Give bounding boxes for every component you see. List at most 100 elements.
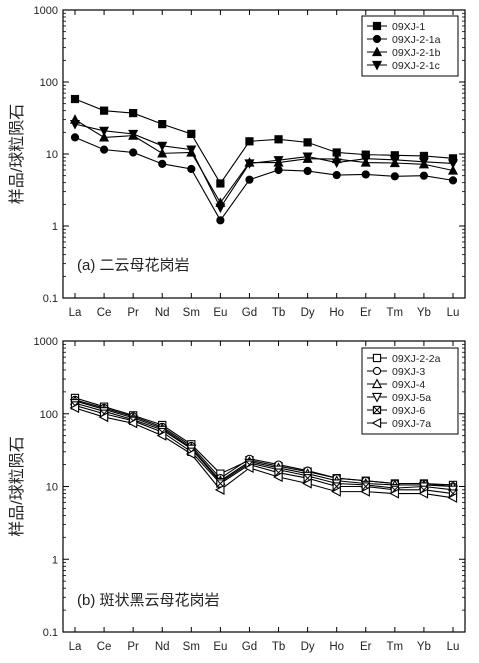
x-tick-label: Er <box>360 641 372 653</box>
y-tick-label: 10 <box>46 149 58 161</box>
x-tick-label: Er <box>360 307 372 319</box>
data-point <box>419 171 429 180</box>
data-point <box>245 137 254 146</box>
y-tick-label: 0.1 <box>43 293 58 305</box>
x-tick-label: Dy <box>301 307 315 319</box>
data-point <box>389 488 399 499</box>
x-tick-label: La <box>69 307 82 319</box>
data-point <box>447 492 458 503</box>
data-point <box>331 486 341 497</box>
legend-entry: 09XJ-5a <box>392 392 431 404</box>
legend-marker <box>371 378 383 389</box>
series-line <box>74 136 454 222</box>
y-tick-label: 1 <box>52 554 58 566</box>
legend-marker <box>371 392 383 403</box>
legend-entry: 09XJ-2-1b <box>392 47 441 59</box>
y-axis-label: 样品/球粒陨石 <box>8 436 26 536</box>
data-point <box>274 165 283 175</box>
y-tick-label: 0.1 <box>43 627 58 639</box>
data-point <box>361 170 370 179</box>
data-point <box>447 159 459 169</box>
data-point <box>272 471 283 483</box>
legend-marker <box>371 60 383 71</box>
panel-b: 0.1 1 10 100 1000 样品/球粒陨石 La Ce Pr Nd Sm Eu Gd Tb Dy Ho… <box>8 336 466 653</box>
series-09XJ-7a <box>69 402 458 503</box>
legend-marker <box>371 417 382 429</box>
x-tick-label: Sm <box>183 641 200 653</box>
x-tick-label: Eu <box>213 307 227 319</box>
data-point <box>243 462 254 474</box>
x-tick-label: Ce <box>97 641 112 653</box>
data-point <box>187 129 196 139</box>
legend-entry: 09XJ-6 <box>392 405 425 417</box>
x-tick-label: Ce <box>97 307 112 319</box>
legend-marker <box>372 366 382 376</box>
data-point <box>332 170 341 180</box>
series-09XJ-2-1c <box>69 120 459 214</box>
panel-a: 0.1 1 10 100 1000 样品/球粒陨石 La Ce Pr Nd Sm Eu Gd Tb Dy Ho… <box>8 5 466 319</box>
legend-marker <box>372 34 382 44</box>
legend-entry: 09XJ-7a <box>392 418 431 430</box>
data-point <box>156 430 167 441</box>
y-tick-label: 10 <box>46 482 58 494</box>
legend-entry: 09XJ-2-2a <box>392 353 441 365</box>
data-point <box>447 165 459 175</box>
series-line <box>74 404 454 495</box>
series-line <box>74 119 454 204</box>
data-point <box>302 152 313 163</box>
data-point <box>158 159 167 168</box>
data-point <box>303 166 312 176</box>
data-point <box>129 108 138 118</box>
series-09XJ-2-1a <box>70 133 458 225</box>
data-point <box>99 106 109 115</box>
data-point <box>448 176 458 185</box>
x-tick-label: La <box>69 641 82 653</box>
data-point <box>216 216 225 225</box>
x-tick-label: Pr <box>127 641 139 653</box>
legend: 09XJ-2-2a09XJ-309XJ-409XJ-5a09XJ-609XJ-7… <box>361 347 459 435</box>
data-point <box>245 175 254 184</box>
data-point <box>69 120 81 130</box>
data-point <box>157 141 168 152</box>
legend-entry: 09XJ-2-1c <box>392 60 440 72</box>
x-tick-label: Tb <box>272 641 285 653</box>
series-line <box>74 402 454 491</box>
legend-marker <box>372 353 382 363</box>
data-point <box>99 126 110 137</box>
data-point <box>157 147 168 158</box>
legend-marker <box>371 46 383 57</box>
data-point <box>70 94 80 104</box>
x-tick-label: Lu <box>447 641 460 653</box>
y-tick-label: 1000 <box>34 336 58 348</box>
x-tick-label: Ho <box>329 307 344 319</box>
data-point <box>215 203 226 214</box>
data-point <box>158 120 167 129</box>
x-tick-label: Pr <box>127 307 139 319</box>
y-axis-label: 样品/球粒陨石 <box>8 104 26 204</box>
x-tick-label: Tm <box>387 307 404 319</box>
series-line <box>74 123 454 209</box>
data-point <box>98 411 109 423</box>
series-09XJ-1 <box>70 94 458 188</box>
data-point <box>70 133 80 142</box>
x-tick-label: Gd <box>242 641 257 653</box>
data-point <box>302 478 312 489</box>
data-point <box>360 154 371 165</box>
data-point <box>128 129 139 140</box>
data-point <box>273 156 284 166</box>
data-point <box>418 488 429 499</box>
x-tick-label: Eu <box>213 641 227 653</box>
x-tick-label: Yb <box>417 641 431 653</box>
series-09XJ-2-1b <box>69 114 459 207</box>
legend-marker <box>372 405 382 415</box>
legend-entry: 09XJ-4 <box>392 379 425 391</box>
panel-label: (b) 斑状黑云母花岗岩 <box>77 592 220 609</box>
series-line <box>74 400 454 488</box>
y-tick-label: 100 <box>40 409 58 421</box>
data-point <box>99 145 109 154</box>
data-point <box>187 164 196 174</box>
data-point <box>99 131 110 142</box>
series-line <box>74 399 454 488</box>
